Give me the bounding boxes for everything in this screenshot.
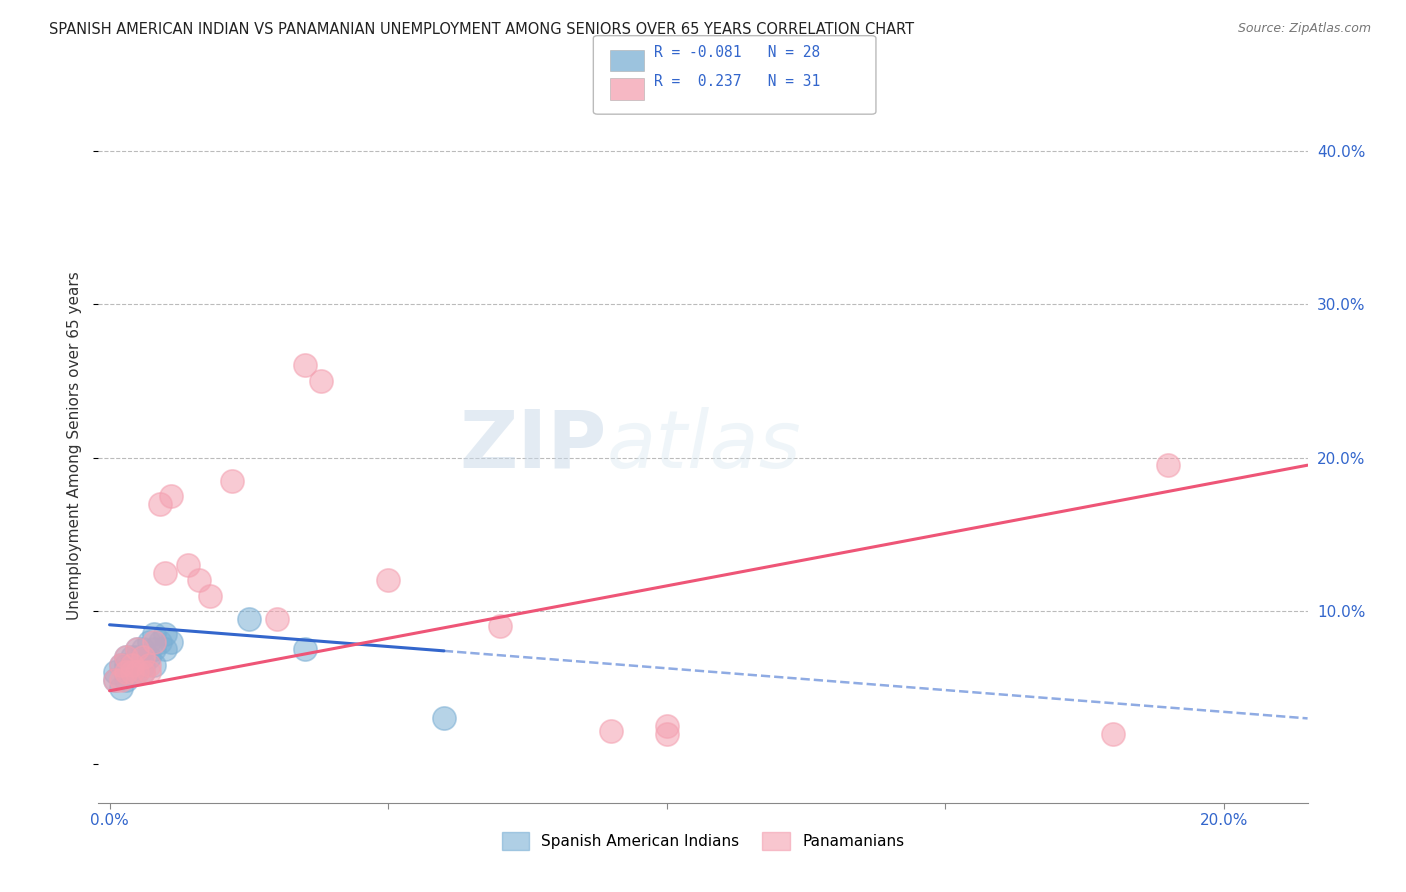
Text: Source: ZipAtlas.com: Source: ZipAtlas.com bbox=[1237, 22, 1371, 36]
Point bbox=[149, 497, 172, 511]
Point bbox=[155, 566, 177, 580]
Point bbox=[221, 474, 243, 488]
Point bbox=[138, 657, 160, 672]
Point bbox=[104, 673, 127, 687]
Point bbox=[138, 650, 160, 665]
Point bbox=[160, 634, 183, 648]
Point bbox=[121, 665, 143, 680]
Point bbox=[127, 642, 149, 657]
Point bbox=[121, 665, 143, 680]
Point bbox=[187, 574, 209, 588]
Point bbox=[433, 711, 456, 725]
Point bbox=[127, 665, 149, 680]
Text: atlas: atlas bbox=[606, 407, 801, 485]
Point bbox=[121, 657, 143, 672]
Text: SPANISH AMERICAN INDIAN VS PANAMANIAN UNEMPLOYMENT AMONG SENIORS OVER 65 YEARS C: SPANISH AMERICAN INDIAN VS PANAMANIAN UN… bbox=[49, 22, 914, 37]
Point bbox=[377, 574, 399, 588]
Text: ZIP: ZIP bbox=[458, 407, 606, 485]
Point bbox=[110, 681, 132, 695]
Point bbox=[655, 719, 678, 733]
Point bbox=[155, 642, 177, 657]
Point bbox=[110, 673, 132, 687]
Point bbox=[143, 634, 166, 648]
Text: R = -0.081   N = 28: R = -0.081 N = 28 bbox=[654, 45, 820, 61]
Point bbox=[143, 627, 166, 641]
Point bbox=[115, 665, 138, 680]
Point bbox=[198, 589, 221, 603]
Point bbox=[132, 650, 155, 665]
Point bbox=[600, 723, 623, 738]
Point bbox=[294, 359, 316, 373]
Point bbox=[155, 627, 177, 641]
Point bbox=[266, 612, 288, 626]
Point bbox=[127, 650, 149, 665]
Point bbox=[176, 558, 198, 572]
Point bbox=[132, 665, 155, 680]
Point bbox=[127, 642, 149, 657]
Point bbox=[121, 650, 143, 665]
Point bbox=[132, 657, 155, 672]
Point bbox=[143, 642, 166, 657]
Text: R =  0.237   N = 31: R = 0.237 N = 31 bbox=[654, 74, 820, 89]
Point bbox=[149, 634, 172, 648]
Point bbox=[294, 642, 316, 657]
Point bbox=[160, 489, 183, 503]
Point bbox=[127, 665, 149, 680]
Point bbox=[488, 619, 510, 633]
Point bbox=[115, 657, 138, 672]
Y-axis label: Unemployment Among Seniors over 65 years: Unemployment Among Seniors over 65 years bbox=[67, 272, 83, 620]
Point bbox=[1101, 727, 1123, 741]
Point bbox=[132, 665, 155, 680]
Point bbox=[121, 657, 143, 672]
Point bbox=[104, 665, 127, 680]
Point bbox=[655, 727, 678, 741]
Point bbox=[311, 374, 333, 388]
Point bbox=[1157, 458, 1180, 473]
Point bbox=[115, 673, 138, 687]
Point bbox=[132, 642, 155, 657]
Point bbox=[110, 657, 132, 672]
Point bbox=[238, 612, 260, 626]
Point bbox=[115, 650, 138, 665]
Point bbox=[143, 657, 166, 672]
Point bbox=[138, 634, 160, 648]
Point bbox=[138, 665, 160, 680]
Point bbox=[115, 650, 138, 665]
Point bbox=[104, 673, 127, 687]
Point bbox=[110, 657, 132, 672]
Legend: Spanish American Indians, Panamanians: Spanish American Indians, Panamanians bbox=[495, 826, 911, 855]
